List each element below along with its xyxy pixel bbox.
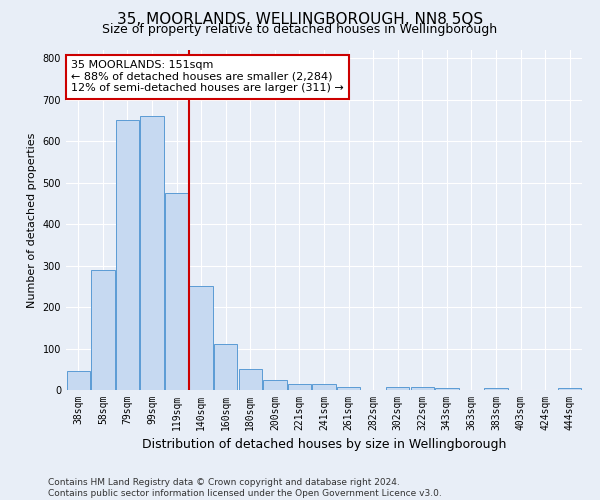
Bar (190, 286, 213, 390)
Bar (435, 388, 458, 390)
X-axis label: Distribution of detached houses by size in Wellingborough: Distribution of detached houses by size … (142, 438, 506, 452)
Bar (116, 120, 139, 390)
Text: 35 MOORLANDS: 151sqm
← 88% of detached houses are smaller (2,284)
12% of semi-de: 35 MOORLANDS: 151sqm ← 88% of detached h… (71, 60, 344, 94)
Bar (140, 116, 164, 390)
Bar (313, 384, 335, 390)
Y-axis label: Number of detached properties: Number of detached properties (27, 132, 37, 308)
Text: Size of property relative to detached houses in Wellingborough: Size of property relative to detached ho… (103, 22, 497, 36)
Bar (263, 380, 287, 390)
Bar (67, 372, 90, 390)
Bar (91, 270, 115, 390)
Bar (558, 388, 581, 390)
Bar (239, 370, 262, 390)
Bar (214, 344, 238, 390)
Text: 35, MOORLANDS, WELLINGBOROUGH, NN8 5QS: 35, MOORLANDS, WELLINGBOROUGH, NN8 5QS (117, 12, 483, 28)
Bar (165, 193, 188, 390)
Bar (288, 384, 311, 390)
Bar (410, 386, 434, 390)
Bar (337, 386, 360, 390)
Text: Contains HM Land Registry data © Crown copyright and database right 2024.
Contai: Contains HM Land Registry data © Crown c… (48, 478, 442, 498)
Bar (484, 388, 508, 390)
Bar (386, 386, 409, 390)
